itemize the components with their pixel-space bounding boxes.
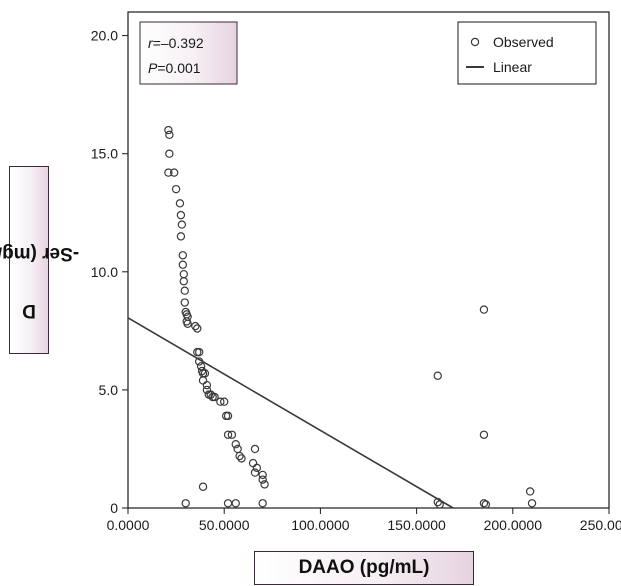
- x-tick-label: 150.0000: [387, 517, 446, 533]
- observed-point: [180, 298, 189, 307]
- y-tick-label: 10.0: [91, 264, 118, 280]
- observed-point: [250, 444, 260, 454]
- x-tick-label: 50.0000: [199, 517, 250, 533]
- y-tick-label: 5.0: [99, 382, 119, 398]
- stats-box: r=–0.392 P=0.001: [139, 21, 238, 85]
- observed-point: [164, 168, 173, 177]
- x-tick-label: 100.0000: [291, 517, 350, 533]
- x-tick-label: 0.0000: [107, 517, 150, 533]
- observed-point: [194, 347, 204, 357]
- observed-point: [479, 499, 489, 508]
- observed-point: [219, 397, 229, 406]
- observed-point: [481, 500, 491, 509]
- observed-point: [227, 430, 237, 439]
- y-axis: 0 5.0 10.0 15.0 20.0: [91, 28, 128, 516]
- observed-point: [435, 500, 444, 509]
- observed-point: [169, 168, 179, 177]
- observed-point: [216, 397, 225, 406]
- observed-point: [179, 277, 188, 286]
- observed-point: [202, 380, 212, 390]
- linear-fit-line: [127, 317, 454, 509]
- observed-point: [165, 149, 174, 158]
- observed-point: [479, 430, 489, 439]
- observed-point: [198, 482, 208, 491]
- regression-line: [127, 317, 454, 509]
- observed-point: [527, 499, 537, 508]
- x-axis-label-text: DAAO (pg/mL): [298, 557, 430, 578]
- observed-point: [223, 430, 233, 439]
- observed-point: [194, 357, 204, 366]
- y-tick-label: 0: [110, 500, 118, 516]
- observed-point: [176, 232, 186, 241]
- x-axis: 0.0000 50.0000 100.0000 150.0000 200.0000 250…: [107, 508, 621, 533]
- observed-point: [177, 220, 187, 229]
- observed-point: [181, 499, 190, 508]
- legend-linear-label: Linear: [493, 59, 532, 75]
- observed-point: [260, 480, 269, 489]
- plot-frame: [127, 11, 610, 509]
- observed-point: [193, 324, 202, 333]
- legend-observed-marker: [470, 37, 480, 47]
- observed-point: [164, 125, 173, 135]
- x-axis-label: DAAO (pg/mL): [254, 551, 474, 585]
- x-tick-label: 250.0000: [580, 517, 621, 533]
- y-tick-label: 15.0: [91, 146, 118, 162]
- observed-point: [258, 475, 267, 484]
- observed-point: [176, 210, 186, 220]
- observed-points: [164, 125, 537, 509]
- x-tick-label: 200.0000: [484, 517, 543, 533]
- legend: Observed Linear: [457, 21, 597, 85]
- observed-point: [235, 451, 244, 461]
- y-axis-label-prefix: D: [22, 300, 36, 322]
- observed-point: [175, 199, 185, 208]
- observed-point: [258, 499, 267, 508]
- y-axis-label-text: D -Ser (mg/L): [0, 203, 79, 321]
- observed-point: [258, 470, 267, 480]
- observed-point: [433, 497, 442, 507]
- observed-point: [165, 130, 174, 140]
- p-value-text: P=0.001: [148, 60, 201, 76]
- observed-point: [191, 321, 200, 331]
- observed-point: [223, 411, 233, 421]
- observed-point: [231, 499, 240, 508]
- legend-observed-label: Observed: [493, 34, 554, 50]
- y-axis-label: D -Ser (mg/L): [0, 166, 79, 354]
- observed-point: [250, 468, 260, 477]
- observed-point: [180, 286, 189, 295]
- observed-point: [231, 440, 240, 449]
- y-axis-label-rest: -Ser (mg/L): [0, 243, 80, 265]
- observed-point: [178, 260, 188, 269]
- observed-point: [178, 251, 188, 260]
- y-tick-label: 20.0: [91, 28, 118, 44]
- observed-point: [525, 487, 535, 496]
- observed-point: [183, 319, 192, 328]
- observed-point: [433, 371, 442, 380]
- observed-point: [210, 392, 219, 402]
- r-value-text: r=–0.392: [148, 35, 204, 51]
- observed-point: [252, 463, 262, 473]
- observed-point: [479, 305, 489, 314]
- observed-point: [171, 184, 181, 194]
- observed-point: [237, 454, 246, 463]
